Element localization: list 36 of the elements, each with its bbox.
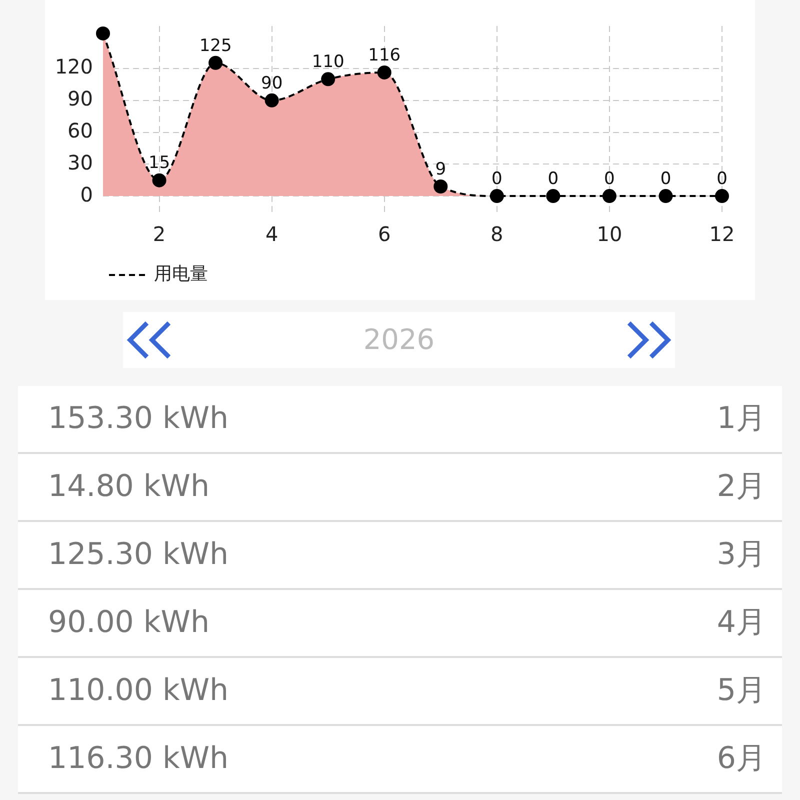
legend-label: 用电量 — [154, 264, 208, 285]
data-label: 125 — [199, 36, 232, 56]
text: 110.00 kWh — [48, 672, 229, 710]
text: 2026 — [123, 312, 675, 368]
y-tick-label: 30 — [68, 150, 93, 174]
text: 90.00 kWh — [48, 604, 210, 642]
data-label: 90 — [261, 73, 283, 94]
x-tick-label: 4 — [265, 222, 278, 246]
data-label: 15 — [148, 153, 170, 174]
data-label: 0 — [491, 168, 502, 189]
data-label: 0 — [548, 168, 559, 189]
text: 1月 — [716, 400, 766, 438]
y-tick-label: 0 — [80, 182, 93, 206]
text: 125.30 kWh — [48, 536, 229, 574]
data-label: 0 — [716, 168, 728, 189]
text: 153.30 kWh — [48, 400, 229, 438]
text: 116.30 kWh — [48, 740, 229, 778]
data-label: 110 — [312, 52, 344, 72]
y-tick-label: 60 — [68, 118, 93, 142]
text: 2月 — [716, 468, 766, 506]
data-label: 9 — [435, 159, 446, 180]
data-label: 0 — [660, 168, 672, 189]
y-tick-label: 120 — [54, 54, 93, 79]
x-tick-label: 2 — [152, 222, 166, 246]
y-tick-label: 90 — [68, 86, 93, 111]
data-label: 0 — [604, 168, 615, 189]
text: 3月 — [716, 536, 766, 574]
data-label: 116 — [368, 45, 401, 66]
text: 6月 — [716, 740, 766, 778]
x-tick-label: 10 — [596, 222, 622, 246]
text: 5月 — [716, 672, 766, 710]
x-tick-label: 12 — [709, 222, 735, 246]
x-tick-label: 8 — [490, 222, 504, 246]
text: 14.80 kWh — [48, 468, 210, 506]
x-tick-label: 6 — [378, 222, 391, 246]
text: 4月 — [716, 604, 766, 642]
